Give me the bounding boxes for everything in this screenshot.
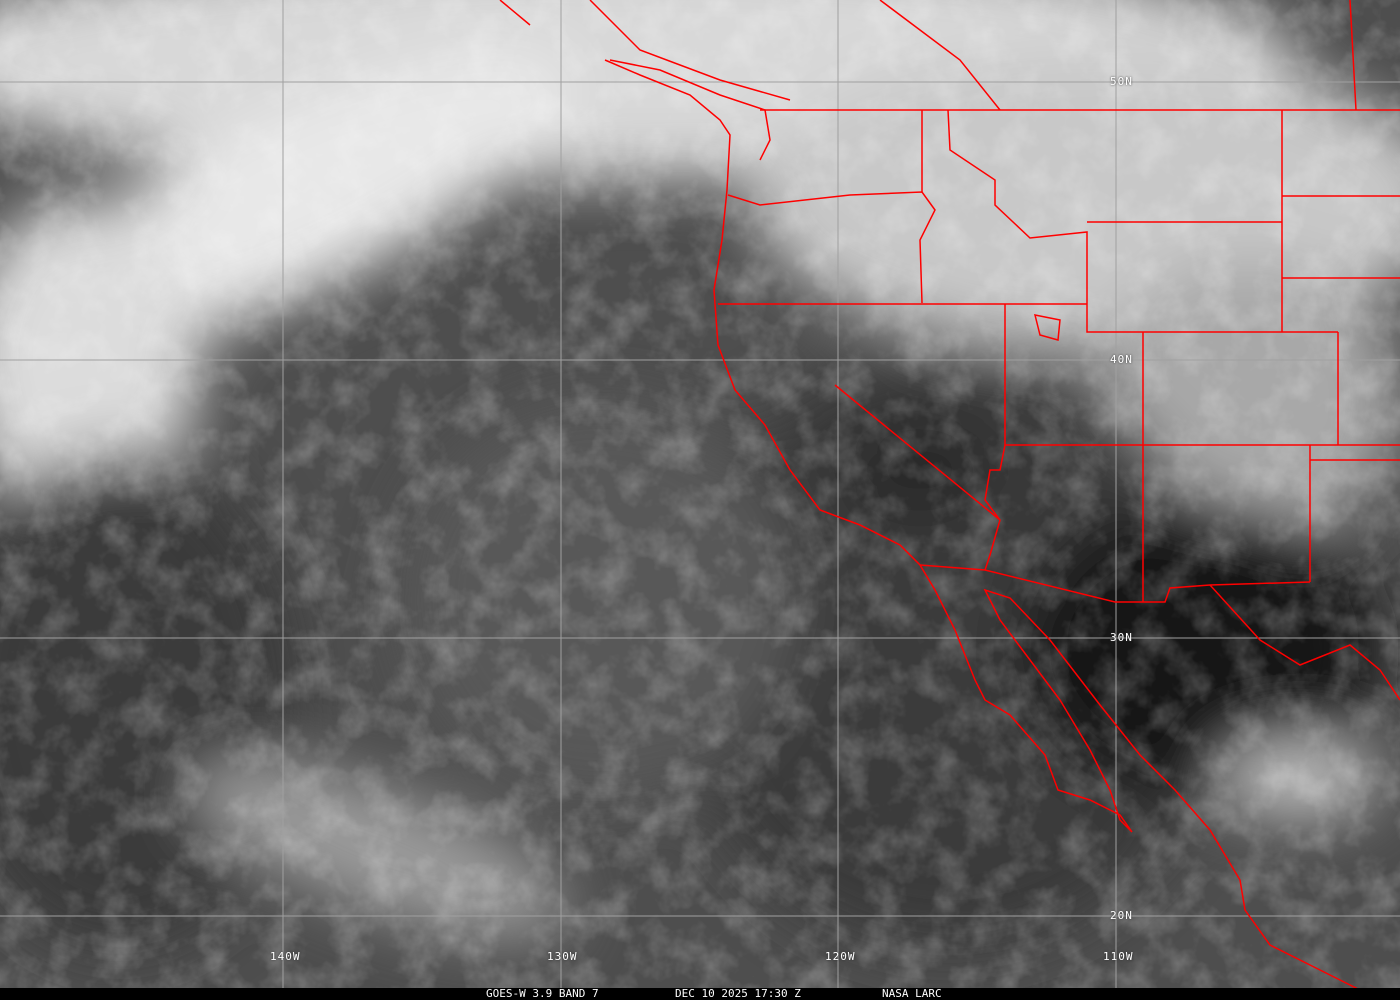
utah-wyoming-borders xyxy=(1005,0,1400,602)
great-salt-lake xyxy=(1033,314,1061,341)
lon-label-110w: 110W xyxy=(1103,950,1134,963)
coastline-mexico-east xyxy=(1209,584,1400,701)
datetime-label: DEC 10 2025 17:30 Z xyxy=(675,987,801,1000)
mexico-border xyxy=(919,564,1311,603)
idaho-border xyxy=(921,109,1088,304)
lat-label-20n: 20N xyxy=(1110,909,1133,922)
lat-label-30n: 30N xyxy=(1110,631,1133,644)
source-label: NASA LARC xyxy=(882,987,942,1000)
lat-label-50n: 50N xyxy=(1110,75,1133,88)
lat-label-40n: 40N xyxy=(1110,353,1133,366)
lon-label-140w: 140W xyxy=(270,950,301,963)
image-caption-bar: GOES-W 3.9 BAND 7 DEC 10 2025 17:30 Z NA… xyxy=(0,988,1400,1000)
coastline-north-america xyxy=(604,59,1361,991)
vancouver-island xyxy=(609,59,771,161)
nevada-border xyxy=(834,304,1006,571)
lon-label-130w: 130W xyxy=(547,950,578,963)
political-borders xyxy=(499,0,1400,991)
canada-coast xyxy=(499,0,791,101)
bc-border xyxy=(879,0,1001,111)
satellite-band-label: GOES-W 3.9 BAND 7 xyxy=(486,987,599,1000)
lon-label-120w: 120W xyxy=(825,950,856,963)
